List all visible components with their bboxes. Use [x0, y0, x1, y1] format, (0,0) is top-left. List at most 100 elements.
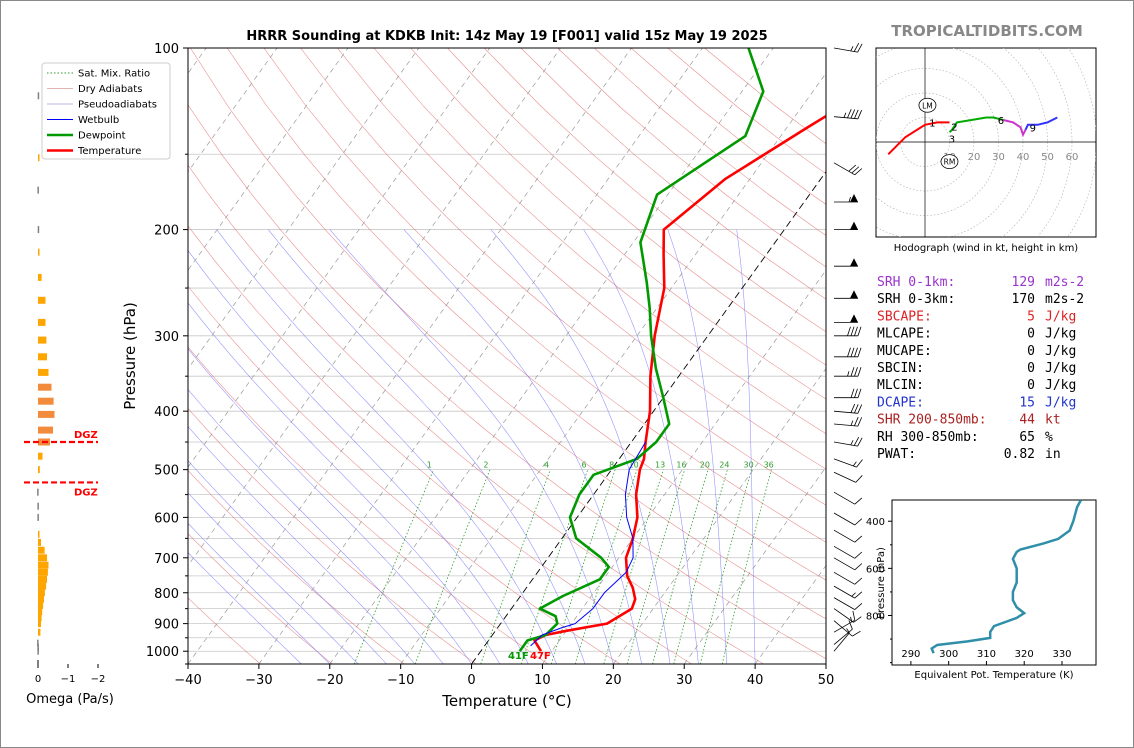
temperature-tick-label: 40	[747, 673, 764, 688]
omega-bar	[38, 614, 42, 622]
wind-barb	[834, 347, 862, 358]
mixing-ratio-label: 20	[700, 461, 710, 470]
pressure-tick-label: 100	[154, 42, 179, 57]
dry-adiabat-line	[188, 225, 692, 664]
omega-bar	[38, 602, 44, 609]
mixing-ratio-line	[699, 469, 752, 664]
skewt-legend: Sat. Mix. Ratio Dry Adiabats Pseudoadiabat…	[41, 62, 171, 160]
temperature-profile-line	[533, 114, 826, 652]
dewpoint-profile-line	[518, 48, 765, 652]
moist-adiabat-line	[216, 229, 557, 664]
wind-barb-pennant	[850, 194, 858, 202]
omega-bar	[38, 620, 41, 628]
omega-bar	[38, 318, 46, 326]
mixing-ratio-line	[603, 469, 664, 664]
legend-entry: Pseudoadiabats	[78, 100, 157, 111]
wind-barb	[833, 608, 862, 623]
wind-barb-staff	[833, 557, 855, 571]
mixing-ratio-label: 36	[764, 461, 774, 470]
moist-adiabat-line	[188, 522, 330, 664]
index-label: SRH 0-3km:	[877, 292, 955, 307]
omega-bar	[37, 488, 39, 496]
wind-barb-half	[843, 112, 847, 118]
skewt-panel: 1 2 4 6 8 10 13 16 20 24 30 36 10020030040050060070…	[41, 42, 834, 710]
mixing-ratio-line	[480, 469, 551, 664]
omega-bar	[37, 643, 39, 651]
index-value: 0	[1027, 378, 1035, 393]
dry-adiabat-line	[447, 48, 826, 366]
mixing-ratio-line	[626, 469, 686, 664]
mixing-ratio-label: 2	[483, 461, 488, 470]
wind-barb-staff	[833, 410, 858, 414]
wind-barb-staff	[833, 162, 855, 176]
moist-adiabat-line	[403, 229, 642, 664]
mixing-ratio-label: 1	[427, 461, 432, 470]
wind-barb-full	[857, 347, 862, 357]
omega-tick-label: −2	[91, 674, 106, 685]
isotherm-line	[188, 48, 420, 370]
theta-e-y-label: 600	[866, 564, 885, 575]
wind-barb-pennant	[850, 314, 858, 323]
hodograph-height-label: 3	[949, 135, 955, 146]
wind-barb-staff	[833, 628, 853, 645]
wind-barb-pennant	[850, 290, 858, 299]
omega-bar	[38, 582, 47, 590]
mixing-ratio-label: 6	[582, 461, 587, 470]
omega-bar	[38, 538, 41, 546]
index-value: 5	[1027, 309, 1035, 324]
wind-barb	[834, 314, 858, 323]
hodograph-panel: 10203040506012369LMRM	[875, 47, 1097, 238]
wind-barb-half	[851, 592, 856, 597]
omega-bar	[38, 296, 46, 304]
mixing-ratio-line	[721, 469, 772, 664]
dry-adiabat-line	[188, 470, 405, 664]
omega-bar	[37, 502, 39, 510]
wind-barb-full	[854, 388, 858, 398]
wind-barb	[833, 585, 863, 599]
wind-barb-full	[857, 437, 863, 447]
index-label: SBCIN:	[877, 361, 924, 376]
theta-e-frame	[891, 499, 1097, 666]
wind-barb	[833, 416, 863, 427]
omega-bar	[38, 383, 52, 391]
temperature-tick-label: −30	[245, 673, 272, 688]
wind-barb-full	[852, 630, 861, 637]
wind-barb-staff	[833, 545, 855, 559]
theta-e-x-label: 310	[977, 649, 996, 660]
dry-adiabat-line	[373, 48, 826, 435]
mixing-ratio-label: 10	[629, 461, 639, 470]
index-label: RH 300-850mb:	[877, 430, 979, 445]
theta-e-xlabel: Equivalent Pot. Temperature (K)	[914, 670, 1073, 681]
pressure-tick-label: 300	[154, 330, 179, 345]
omega-bar	[38, 608, 43, 616]
index-label: MUCAPE:	[877, 344, 932, 359]
isotherm-line	[258, 48, 703, 664]
moist-adiabat-line	[667, 229, 728, 664]
omega-bar	[38, 353, 47, 361]
dry-adiabat-line	[484, 48, 826, 333]
wind-barb-full	[854, 603, 863, 610]
wind-barb	[834, 326, 862, 337]
wind-barb-full	[857, 404, 863, 414]
wind-barb-full	[854, 109, 859, 119]
wind-barb-half	[850, 46, 854, 52]
index-label: SRH 0-1km:	[877, 275, 955, 290]
mixing-ratio-label: 30	[744, 461, 754, 470]
pressure-tick-label: 600	[154, 511, 179, 526]
omega-bar	[38, 248, 40, 256]
dry-adiabat-line	[188, 104, 826, 659]
theta-e-content	[930, 500, 1083, 654]
hodograph-trace	[1024, 116, 1058, 131]
pressure-tick-label: 400	[154, 405, 179, 420]
wind-barb-staff	[833, 571, 855, 585]
omega-bar	[37, 647, 39, 655]
legend-entry: Temperature	[77, 146, 141, 157]
index-unit: in	[1045, 447, 1061, 462]
theta-e-panel: 290 300 310 320 330 400 600 800	[866, 499, 1097, 666]
omega-bar	[38, 530, 40, 538]
legend-entry: Dewpoint	[78, 131, 126, 142]
omega-panel: DGZ DGZ 0 −1 −2	[24, 92, 105, 685]
wind-barb-full	[847, 109, 852, 119]
